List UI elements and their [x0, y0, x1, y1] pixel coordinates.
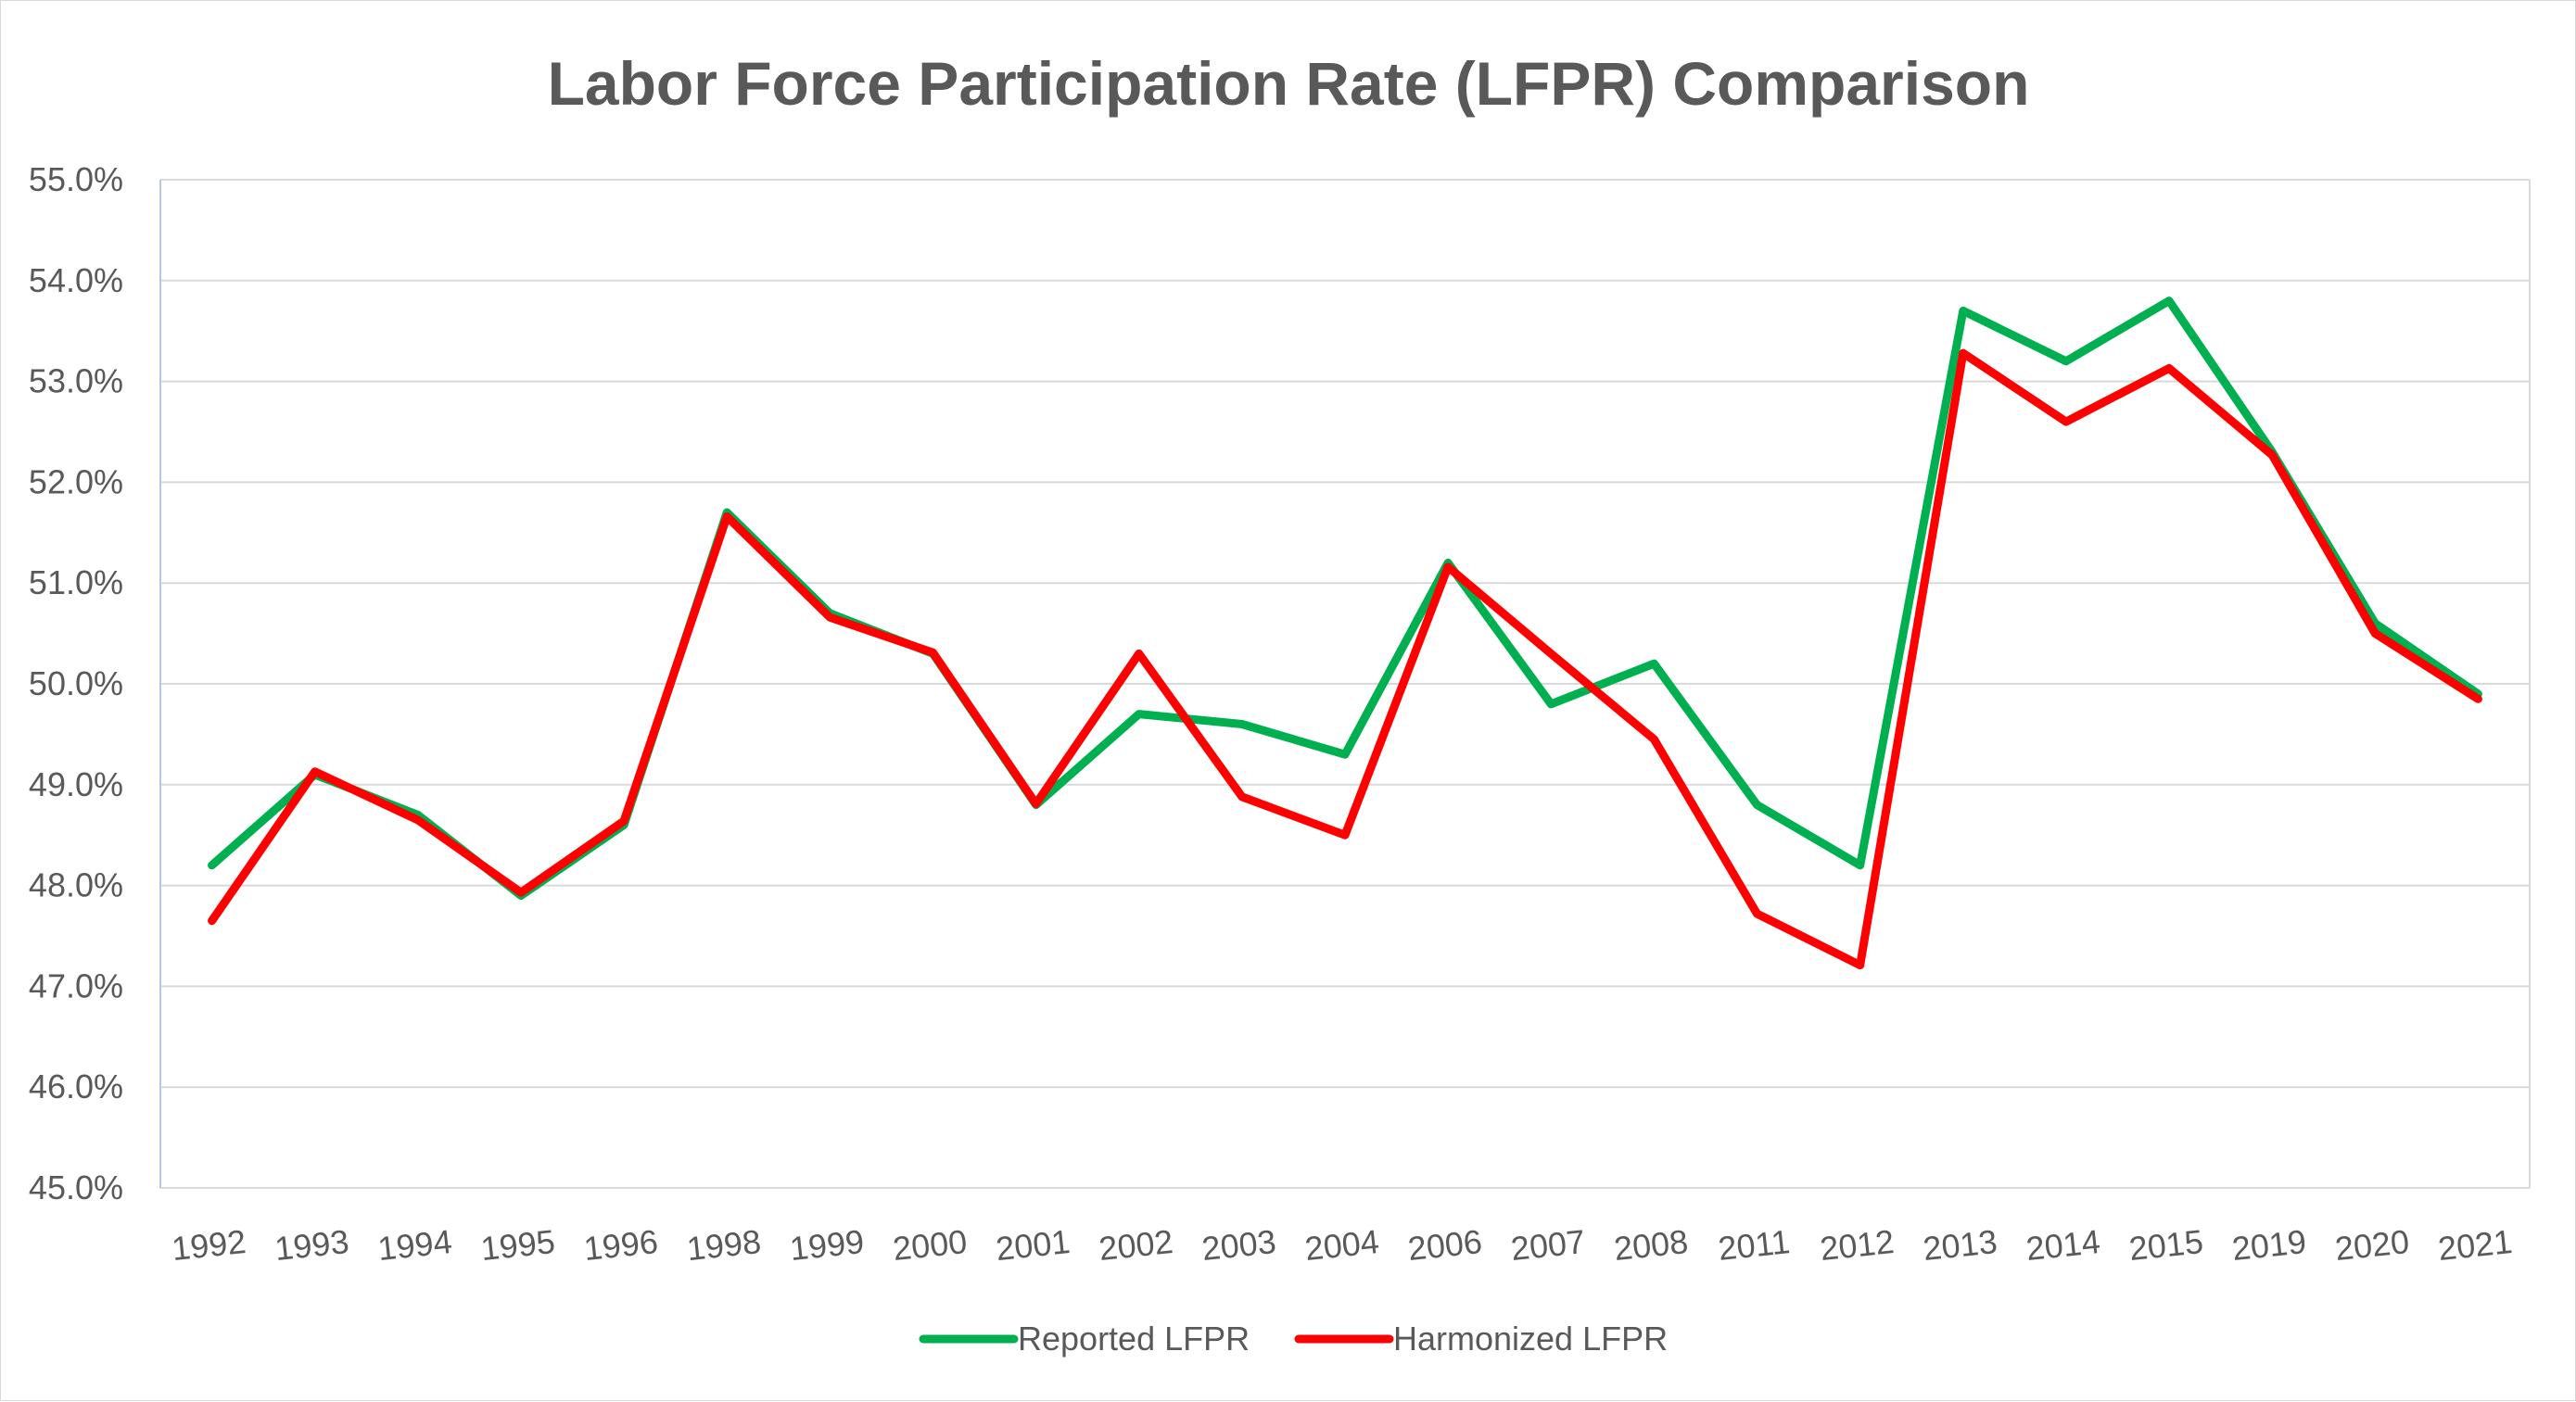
legend-label: Reported LFPR — [1018, 1320, 1250, 1358]
chart-title: Labor Force Participation Rate (LFPR) Co… — [548, 49, 2030, 118]
x-tick-label: 1994 — [376, 1222, 454, 1268]
y-tick-label: 51.0% — [29, 563, 123, 601]
x-tick-label: 1992 — [170, 1222, 247, 1268]
y-axis-ticks: 45.0% 46.0% 47.0% 48.0% 49.0% 50.0% 51.0% 52.0%… — [29, 160, 123, 1206]
y-tick-label: 49.0% — [29, 765, 123, 803]
y-tick-label: 55.0% — [29, 160, 123, 198]
x-tick-label: 2021 — [2436, 1222, 2514, 1268]
legend: Reported LFPR Harmonized LFPR — [919, 1320, 1668, 1358]
x-tick-label: 2013 — [1922, 1222, 1999, 1268]
legend-label: Harmonized LFPR — [1393, 1320, 1668, 1358]
y-tick-label: 50.0% — [29, 664, 123, 702]
x-tick-label: 2001 — [994, 1222, 1072, 1268]
series-line-1 — [208, 297, 2482, 900]
x-tick-label: 2020 — [2333, 1222, 2411, 1268]
x-tick-label: 2015 — [2127, 1222, 2205, 1268]
x-tick-label: 2003 — [1200, 1222, 1278, 1268]
x-tick-label: 1998 — [685, 1222, 763, 1268]
y-tick-label: 48.0% — [29, 866, 123, 904]
x-tick-label: 2014 — [2024, 1222, 2102, 1268]
x-tick-label: 1995 — [479, 1222, 557, 1268]
x-axis-ticks: 1992 1993 1994 1995 1996 1998 1999 2000 2001 2002… — [170, 1222, 2514, 1268]
y-tick-label: 53.0% — [29, 362, 123, 400]
x-tick-label: 2011 — [1717, 1222, 1792, 1268]
x-tick-label: 2012 — [1818, 1222, 1896, 1268]
series-lines — [208, 297, 2482, 970]
series-line-2 — [208, 348, 2482, 970]
x-tick-label: 2002 — [1097, 1222, 1174, 1268]
x-tick-label: 1996 — [582, 1222, 660, 1268]
x-tick-label: 2019 — [2230, 1222, 2308, 1268]
x-tick-label: 2000 — [891, 1222, 969, 1268]
x-tick-label: 2008 — [1612, 1222, 1690, 1268]
x-tick-label: 1993 — [273, 1222, 350, 1268]
y-tick-label: 45.0% — [29, 1168, 123, 1206]
y-tick-label: 47.0% — [29, 966, 123, 1004]
y-tick-label: 54.0% — [29, 261, 123, 299]
y-tick-label: 46.0% — [29, 1067, 123, 1105]
x-tick-label: 2007 — [1509, 1222, 1587, 1268]
gridlines — [159, 179, 2531, 1189]
x-tick-label: 2004 — [1303, 1222, 1381, 1268]
y-tick-label: 52.0% — [29, 462, 123, 500]
x-tick-label: 1999 — [788, 1222, 866, 1268]
x-tick-label: 2006 — [1406, 1222, 1484, 1268]
